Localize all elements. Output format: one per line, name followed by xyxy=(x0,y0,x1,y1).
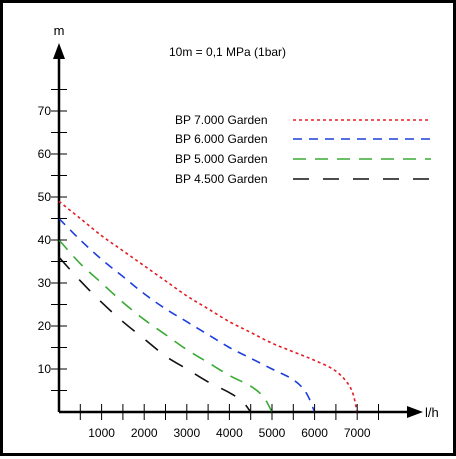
legend-label-3: BP 5.000 Garden xyxy=(175,152,268,166)
legend-label-1: BP 7.000 Garden xyxy=(175,113,268,127)
series-line-4 xyxy=(58,256,252,413)
y-axis-arrowhead xyxy=(53,43,65,59)
series-line-1 xyxy=(58,200,358,413)
pressure-note: 10m = 0,1 MPa (1bar) xyxy=(169,45,286,59)
x-tick-label: 4000 xyxy=(216,426,243,440)
x-axis-label: l/h xyxy=(425,405,439,420)
y-tick-label: 70 xyxy=(38,104,52,118)
y-tick-label: 60 xyxy=(38,147,52,161)
x-tick-label: 3000 xyxy=(173,426,200,440)
legend-label-4: BP 4.500 Garden xyxy=(175,172,268,186)
x-tick-label: 1000 xyxy=(88,426,115,440)
y-tick-label: 10 xyxy=(38,362,52,376)
x-tick-label: 5000 xyxy=(259,426,286,440)
y-tick-label: 30 xyxy=(38,276,52,290)
x-tick-label: 2000 xyxy=(131,426,158,440)
y-axis-label: m xyxy=(54,23,65,38)
x-tick-label: 6000 xyxy=(301,426,328,440)
y-tick-label: 20 xyxy=(38,319,52,333)
series-line-3 xyxy=(58,239,273,413)
y-tick-label: 40 xyxy=(38,233,52,247)
pump-performance-chart: 10m = 0,1 MPa (1bar) m l/h 10 20 30 40 50 60 7… xyxy=(38,23,439,440)
legend-label-2: BP 6.000 Garden xyxy=(175,132,268,146)
x-axis-arrowhead xyxy=(407,406,423,418)
x-tick-label: 7000 xyxy=(344,426,371,440)
series-line-2 xyxy=(58,217,316,413)
y-tick-label: 50 xyxy=(38,190,52,204)
